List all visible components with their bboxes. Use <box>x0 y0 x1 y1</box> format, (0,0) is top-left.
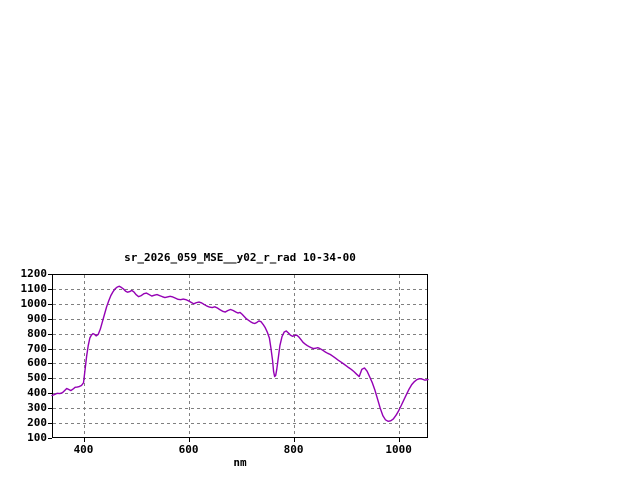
y-axis-ticks <box>48 274 52 439</box>
plot-frame <box>52 274 428 438</box>
y-axis-tick-label: 600 <box>27 356 47 370</box>
y-axis-tick-label: 1200 <box>20 267 48 280</box>
x-axis-label: nm <box>233 456 247 469</box>
y-axis-tick-label: 1100 <box>20 281 48 295</box>
y-axis-tick-label: 400 <box>27 386 47 400</box>
y-axis-tick-label: 500 <box>27 371 47 385</box>
y-axis-tick-label: 1000 <box>20 296 48 310</box>
x-axis-tick-label: 1000 <box>385 443 412 456</box>
y-axis-tick-label: 900 <box>27 311 47 325</box>
y-axis-tick-label: 300 <box>27 401 47 415</box>
x-axis-tick-label: 600 <box>178 443 199 456</box>
y-axis-tick-label: 100 <box>27 431 47 444</box>
x-axis-tick-label: 400 <box>73 443 94 456</box>
y-axis-tick-label: 700 <box>27 341 47 355</box>
y-axis-tick-label: 800 <box>27 326 47 340</box>
x-axis-ticks <box>84 438 400 442</box>
x-axis-tick-label: 800 <box>283 443 304 456</box>
y-axis-tick-label: 200 <box>27 416 47 430</box>
spectral-radiance-line <box>51 285 429 422</box>
page-title: sr_2026_059_MSE__y02_r_rad 10-34-00 <box>124 251 356 264</box>
